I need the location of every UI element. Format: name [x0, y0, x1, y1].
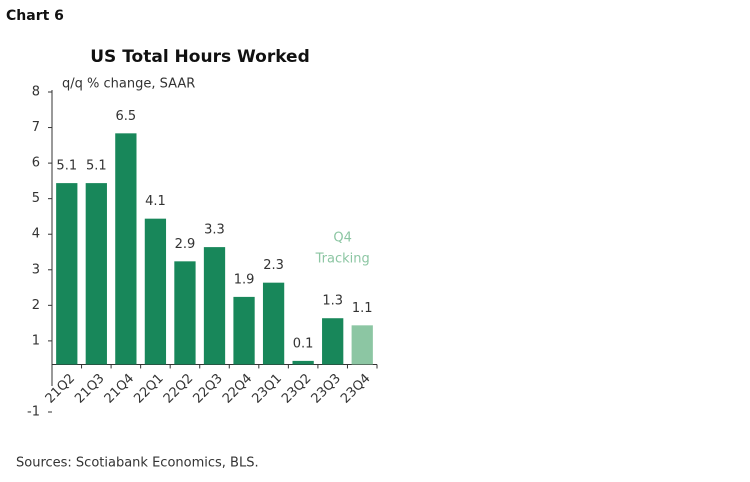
- bar: [174, 261, 196, 365]
- bar: [262, 282, 285, 365]
- x-tick-label: 22Q3: [190, 371, 225, 406]
- x-tick-label: 23Q1: [250, 371, 285, 406]
- bar: [292, 360, 314, 365]
- y-tick-label: 3: [32, 262, 40, 277]
- bar: [322, 318, 344, 365]
- y-axis-label: q/q % change, SAAR: [62, 77, 195, 92]
- y-tick-label: 7: [32, 120, 40, 135]
- bar: [203, 247, 226, 365]
- value-label: 2.3: [263, 258, 284, 273]
- y-tick-label: 6: [32, 156, 40, 171]
- value-label: 1.1: [352, 301, 373, 316]
- bar: [85, 183, 107, 365]
- value-label: 2.9: [175, 237, 196, 252]
- y-tick-label: 2: [32, 298, 40, 313]
- value-label: 0.1: [293, 336, 314, 351]
- x-tick-label: 23Q4: [338, 371, 373, 406]
- x-tick-label: 23Q2: [279, 371, 314, 406]
- x-tick-label: 22Q4: [220, 371, 255, 406]
- y-tick-label: 5: [32, 191, 40, 206]
- value-label: 1.3: [322, 294, 343, 309]
- bar: [144, 218, 167, 365]
- x-tick-label: 23Q3: [309, 371, 344, 406]
- y-tick-label: -1: [27, 405, 40, 420]
- value-label: 5.1: [56, 159, 77, 174]
- y-tick-label: 4: [32, 227, 40, 242]
- value-label: 5.1: [86, 159, 107, 174]
- value-label: 6.5: [116, 109, 137, 124]
- value-label: 1.9: [234, 272, 255, 287]
- y-tick-label: 8: [32, 85, 40, 100]
- value-label: 4.1: [145, 194, 166, 209]
- x-tick-label: 21Q2: [43, 371, 78, 406]
- annotation: Tracking: [315, 252, 370, 267]
- value-label: 3.3: [204, 223, 225, 238]
- x-tick-label: 22Q2: [161, 371, 196, 406]
- bar: [56, 183, 78, 365]
- bar: [115, 133, 137, 365]
- x-tick-label: 21Q4: [102, 371, 137, 406]
- annotation: Q4: [333, 231, 352, 246]
- bar: [351, 325, 373, 365]
- chart-number: Chart 6: [6, 8, 64, 24]
- bar: [233, 296, 255, 365]
- x-tick-label: 21Q3: [72, 371, 107, 406]
- source-note: Sources: Scotiabank Economics, BLS.: [16, 456, 259, 471]
- chart-title: US Total Hours Worked: [90, 47, 310, 67]
- y-tick-label: 1: [32, 333, 40, 348]
- x-tick-label: 22Q1: [131, 371, 166, 406]
